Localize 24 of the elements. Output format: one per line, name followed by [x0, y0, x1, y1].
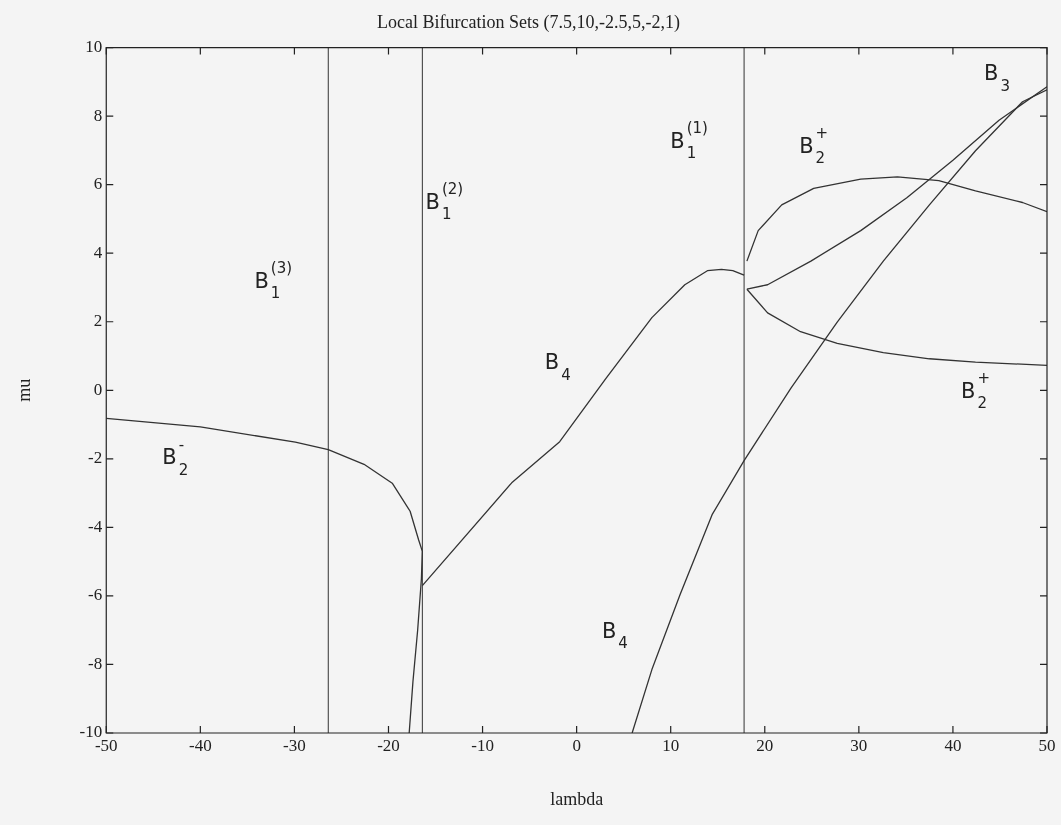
y-tick-label: 2: [93, 311, 103, 331]
x-axis-title: lambda: [550, 788, 604, 809]
y-tick-label: 10: [85, 37, 103, 57]
y-tick-label: 0: [93, 379, 103, 399]
y-tick-label: -8: [88, 653, 103, 673]
x-tick-label: 30: [850, 735, 868, 755]
x-tick-label: 10: [662, 735, 680, 755]
y-tick-label: -2: [88, 448, 103, 468]
y-axis-title: mu: [13, 378, 34, 402]
y-tick-label: -4: [88, 516, 103, 536]
x-tick-label: 50: [1038, 735, 1056, 755]
x-tick-label: 40: [944, 735, 962, 755]
x-tick-label: -40: [189, 735, 212, 755]
x-tick-label: -20: [377, 735, 400, 755]
y-tick-label: 8: [93, 105, 103, 125]
y-tick-label: 6: [93, 174, 103, 194]
x-tick-label: -30: [283, 735, 306, 755]
y-tick-label: -6: [88, 585, 103, 605]
x-tick-label: -10: [471, 735, 494, 755]
y-tick-label: -10: [79, 722, 103, 742]
x-tick-label: 0: [572, 735, 581, 755]
x-tick-label: 20: [756, 735, 774, 755]
y-tick-label: 4: [93, 242, 103, 262]
chart-title: Local Bifurcation Sets (7.5,10,-2.5,5,-2,1): [377, 11, 680, 33]
